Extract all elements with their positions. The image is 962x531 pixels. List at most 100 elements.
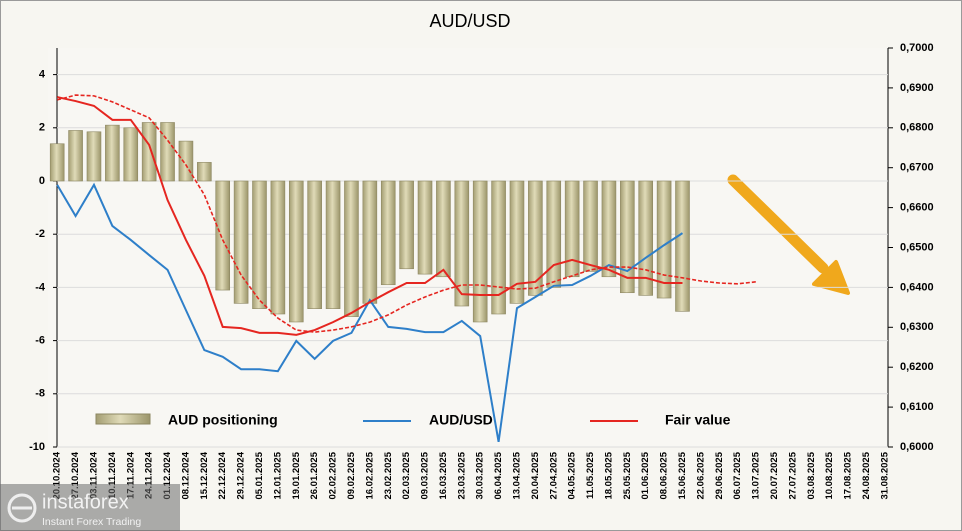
y2-tick-label: 0,6400	[900, 281, 934, 293]
bar	[197, 162, 212, 182]
line	[56, 96, 683, 336]
x-tick-label: 17.11.2024	[125, 451, 136, 499]
y-tick-label: -4	[35, 281, 46, 293]
x-tick-label: 15.06.2025	[677, 451, 688, 499]
watermark-brand: instaforex	[42, 491, 129, 513]
y-tick-label: 2	[39, 122, 45, 134]
bar	[288, 180, 304, 323]
bar	[233, 180, 249, 304]
bar	[325, 180, 341, 309]
y-tick-label: -2	[35, 228, 45, 240]
y2-tick-label: 0,7000	[900, 42, 934, 54]
x-tick-label: 13.07.2025	[751, 451, 762, 499]
x-tick-label: 15.12.2024	[199, 451, 210, 499]
bar	[270, 180, 286, 315]
y2-tick-label: 0,6900	[900, 82, 934, 94]
y2-tick-label: 0,6700	[900, 162, 934, 174]
y-tick-label: -10	[29, 441, 45, 453]
y-tick-label: -8	[35, 388, 45, 400]
bar	[528, 180, 543, 296]
bar	[123, 127, 139, 182]
bar	[491, 180, 506, 315]
legend-label: AUD/USD	[429, 412, 493, 428]
y2-tick-label: 0,6300	[900, 321, 934, 333]
bar	[454, 180, 470, 307]
legend-label: AUD positioning	[168, 412, 278, 428]
x-tick-label: 16.02.2025	[364, 451, 375, 499]
bar	[472, 180, 488, 323]
bar	[362, 180, 378, 304]
y2-tick-label: 0,6100	[900, 401, 934, 413]
x-tick-label: 29.12.2024	[236, 451, 247, 499]
dashed-line	[56, 94, 757, 333]
line	[56, 182, 684, 442]
x-tick-label: 09.02.2025	[346, 451, 357, 499]
bar	[380, 180, 396, 286]
bar	[68, 130, 83, 182]
x-tick-label: 29.06.2025	[714, 451, 725, 499]
x-tick-label: 02.02.2025	[328, 451, 339, 499]
bar	[583, 180, 598, 272]
bar	[675, 180, 690, 312]
chart-title: AUD/USD	[429, 11, 510, 31]
x-tick-label: 19.01.2025	[291, 451, 302, 499]
y2-tick-label: 0,6800	[900, 122, 934, 134]
x-tick-label: 03.11.2024	[88, 451, 99, 499]
x-tick-label: 05.01.2025	[254, 451, 265, 499]
x-tick-label: 31.08.2025	[879, 451, 890, 499]
x-tick-label: 12.01.2025	[272, 451, 283, 499]
bar	[436, 180, 451, 278]
x-tick-label: 23.03.2025	[456, 451, 467, 499]
y2-tick-label: 0,6200	[900, 361, 934, 373]
x-tick-label: 23.02.2025	[383, 451, 394, 499]
x-tick-label: 04.05.2025	[567, 451, 578, 499]
x-tick-label: 01.06.2025	[640, 451, 651, 499]
watermark: instaforex Instant Forex Trading	[0, 484, 180, 531]
x-tick-label: 27.04.2025	[548, 451, 559, 499]
bar	[215, 180, 231, 291]
x-tick-label: 08.12.2024	[180, 451, 191, 499]
x-tick-label: 27.07.2025	[787, 451, 798, 499]
x-tick-label: 26.01.2025	[309, 451, 320, 499]
x-tick-label: 06.04.2025	[493, 451, 504, 499]
x-tick-label: 13.04.2025	[511, 451, 522, 499]
bar	[638, 180, 654, 296]
bar	[344, 180, 359, 317]
x-tick-label: 10.11.2024	[107, 451, 118, 499]
x-tick-label: 09.03.2025	[420, 451, 431, 499]
x-tick-label: 10.08.2025	[824, 451, 835, 499]
bar	[160, 122, 175, 182]
x-tick-label: 06.07.2025	[732, 451, 743, 499]
bar	[252, 180, 267, 309]
y-tick-label: 4	[39, 69, 46, 81]
x-tick-label: 20.10.2024	[52, 451, 63, 499]
x-tick-label: 24.08.2025	[861, 451, 872, 499]
bar	[620, 180, 635, 294]
y2-tick-label: 0,6600	[900, 202, 934, 214]
bar	[601, 180, 617, 278]
x-tick-label: 20.07.2025	[769, 451, 780, 499]
forecast-arrow	[727, 174, 850, 295]
bar	[656, 180, 672, 299]
y-tick-label: -6	[35, 335, 45, 347]
bar	[564, 180, 580, 278]
x-tick-label: 08.06.2025	[659, 451, 670, 499]
bar	[546, 180, 562, 288]
x-tick-label: 18.05.2025	[603, 451, 614, 499]
x-tick-label: 27.10.2024	[70, 451, 81, 499]
x-tick-label: 30.03.2025	[475, 451, 486, 499]
bar	[86, 131, 102, 182]
bar	[49, 143, 65, 182]
y2-tick-label: 0,6500	[900, 241, 934, 253]
x-tick-label: 22.06.2025	[695, 451, 706, 499]
x-tick-label: 25.05.2025	[622, 451, 633, 499]
x-tick-label: 17.08.2025	[843, 451, 854, 499]
bar	[178, 140, 194, 182]
x-tick-label: 02.03.2025	[401, 451, 412, 499]
x-tick-label: 03.08.2025	[806, 451, 817, 499]
x-tick-label: 22.12.2024	[217, 451, 228, 499]
legend-label: Fair value	[665, 412, 731, 428]
bar	[307, 180, 322, 309]
